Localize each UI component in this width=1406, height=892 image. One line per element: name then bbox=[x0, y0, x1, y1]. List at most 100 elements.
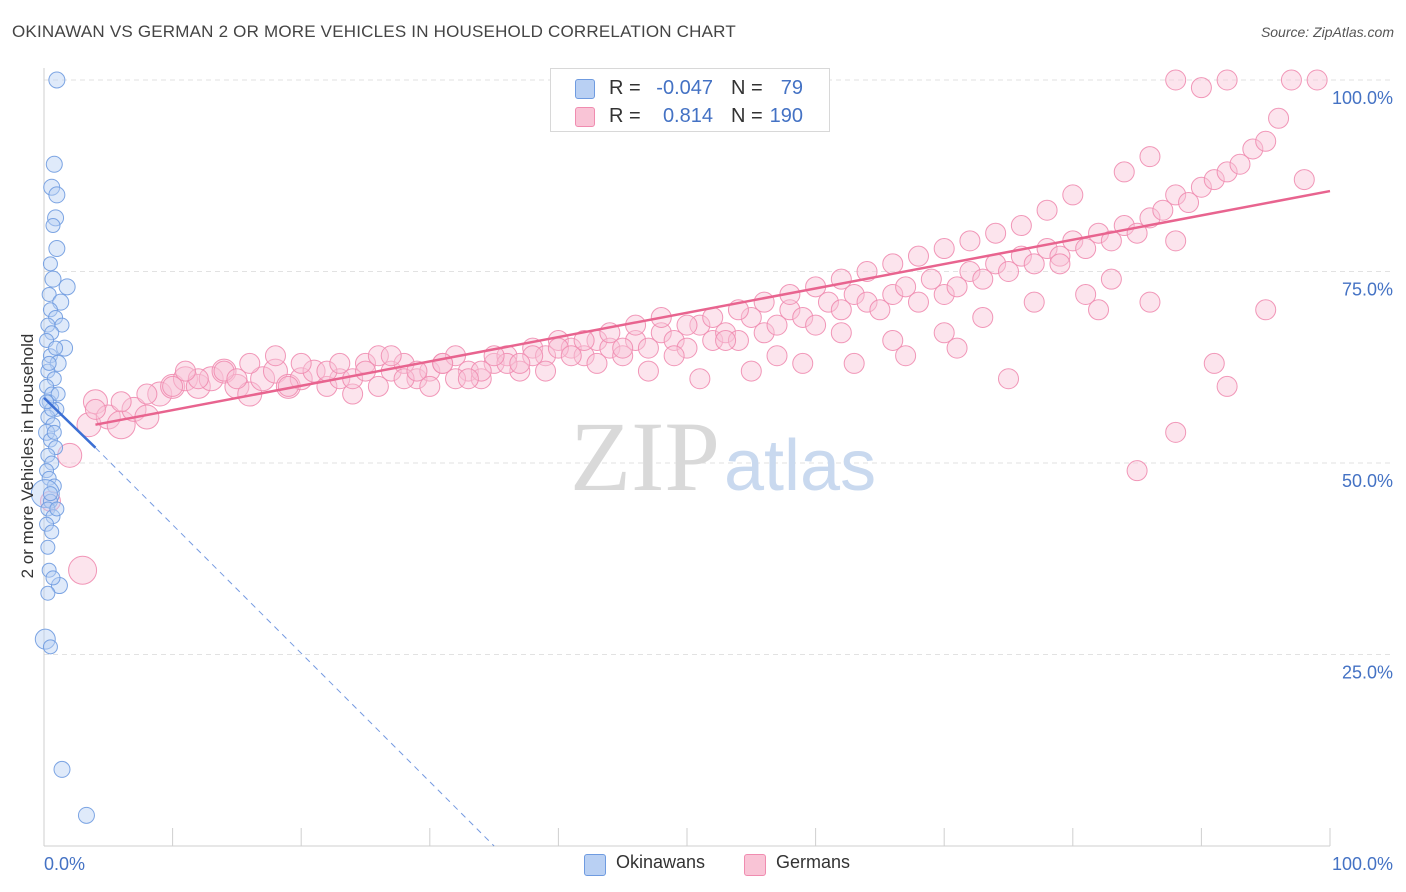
germans-point bbox=[612, 337, 634, 359]
germans-point bbox=[843, 352, 865, 374]
germans-point bbox=[856, 291, 878, 313]
legend-row-okinawans: R = -0.047 N = 79 bbox=[551, 75, 829, 103]
germans-point bbox=[419, 375, 441, 397]
germans-point bbox=[110, 391, 132, 413]
okinawans-trend-extension bbox=[95, 447, 495, 847]
legend-n-value: 190 bbox=[769, 105, 803, 127]
germans-point bbox=[1088, 299, 1110, 321]
germans-point bbox=[933, 283, 955, 305]
germans-point bbox=[496, 352, 518, 374]
germans-point bbox=[393, 368, 415, 390]
germans-point bbox=[586, 352, 608, 374]
tick-labels: 25.0% 50.0% 75.0% 100.0% 0.0% 100.0% bbox=[44, 88, 1393, 874]
germans-point bbox=[1139, 207, 1161, 229]
germans-point bbox=[817, 291, 839, 313]
germans-point bbox=[1023, 291, 1045, 313]
okinawans-point bbox=[45, 218, 61, 234]
germans-point bbox=[998, 368, 1019, 390]
germans-point bbox=[406, 368, 428, 390]
okinawans-point bbox=[42, 432, 58, 448]
germans-point bbox=[560, 337, 582, 359]
germans-point bbox=[766, 314, 788, 336]
okinawans-point bbox=[50, 386, 66, 402]
okinawans-point bbox=[49, 501, 65, 517]
okinawans-point bbox=[48, 186, 66, 204]
germans-point bbox=[972, 268, 994, 290]
okinawans-point bbox=[50, 577, 68, 595]
germans-point bbox=[187, 368, 209, 390]
germans-point bbox=[1100, 230, 1122, 252]
germans-point bbox=[1113, 161, 1135, 183]
germans-point bbox=[1023, 253, 1045, 275]
germans-point bbox=[1216, 69, 1238, 91]
okinawans-point bbox=[45, 155, 63, 173]
okinawans-point bbox=[40, 585, 56, 601]
okinawans-trendline bbox=[43, 396, 97, 449]
germans-point bbox=[1178, 192, 1200, 214]
germans-point bbox=[1255, 130, 1277, 152]
germans-point bbox=[676, 314, 698, 336]
okinawans-point bbox=[44, 325, 60, 341]
okinawans-point bbox=[46, 371, 62, 387]
okinawans-point bbox=[40, 539, 56, 555]
germans-point bbox=[972, 306, 994, 328]
germans-trendline bbox=[95, 189, 1331, 426]
y-tick-label: 50.0% bbox=[1342, 471, 1393, 491]
germans-point bbox=[1229, 153, 1251, 175]
germans-point bbox=[882, 253, 904, 275]
okinawans-point bbox=[42, 302, 58, 318]
okinawans-point bbox=[39, 378, 55, 394]
germans-point bbox=[676, 337, 698, 359]
germans-point bbox=[1075, 283, 1097, 305]
germans-legend-label: Germans bbox=[776, 852, 851, 872]
okinawans-point bbox=[42, 486, 58, 502]
okinawans-point bbox=[48, 240, 66, 258]
germans-point bbox=[882, 329, 904, 351]
germans-point bbox=[1036, 199, 1058, 221]
okinawans-legend-swatch bbox=[584, 854, 606, 876]
germans-point bbox=[946, 276, 968, 298]
germans-point bbox=[715, 329, 737, 351]
germans-point bbox=[470, 368, 492, 390]
okinawans-point bbox=[44, 524, 60, 540]
germans-point bbox=[946, 337, 968, 359]
okinawans-point bbox=[77, 806, 95, 824]
okinawans-point bbox=[45, 570, 61, 586]
y-tick-label: 100.0% bbox=[1332, 88, 1393, 108]
germans-point bbox=[998, 261, 1019, 282]
germans-point bbox=[766, 345, 788, 367]
okinawans-point bbox=[54, 317, 70, 333]
germans-point bbox=[920, 268, 942, 290]
germans-point bbox=[509, 360, 531, 382]
germans-point bbox=[830, 322, 852, 344]
legend-r-label: R = bbox=[609, 105, 641, 127]
okinawans-swatch bbox=[575, 79, 595, 99]
germans-point bbox=[1139, 291, 1161, 313]
legend-r-label: R = bbox=[609, 77, 641, 99]
y-axis-label: 2 or more Vehicles in Household bbox=[18, 333, 37, 579]
legend-r-value: -0.047 bbox=[656, 77, 713, 99]
germans-point bbox=[1190, 77, 1212, 99]
okinawans-point bbox=[56, 339, 74, 357]
source-label: Source: ZipAtlas.com bbox=[1260, 24, 1394, 40]
germans-point bbox=[805, 314, 827, 336]
watermark-zip: ZIP bbox=[570, 401, 720, 512]
okinawans-point bbox=[46, 478, 62, 494]
okinawans-point bbox=[40, 363, 56, 379]
germans-point bbox=[1203, 352, 1225, 374]
okinawans-point bbox=[47, 209, 65, 227]
okinawans-point bbox=[53, 760, 71, 778]
germans-point bbox=[1306, 69, 1328, 91]
okinawans-point bbox=[58, 278, 76, 296]
germans-point bbox=[1165, 69, 1187, 91]
series-germans bbox=[39, 69, 1328, 585]
germans-point bbox=[174, 360, 196, 382]
germans-point bbox=[1190, 176, 1212, 198]
germans-point bbox=[522, 345, 544, 367]
germans-point bbox=[740, 360, 762, 382]
germans-point bbox=[1242, 138, 1264, 160]
germans-point bbox=[1126, 460, 1148, 482]
germans-point bbox=[1152, 199, 1174, 221]
trendlines bbox=[43, 189, 1331, 847]
